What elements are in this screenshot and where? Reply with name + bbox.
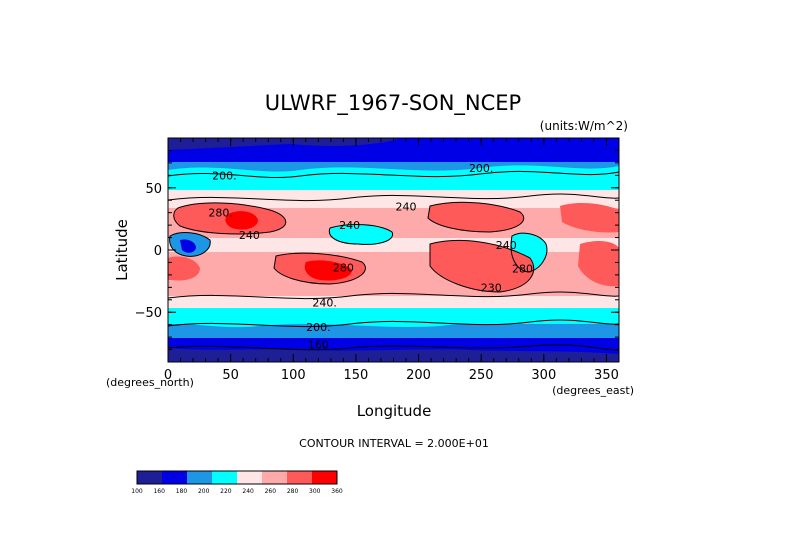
contour-label: 200. — [212, 169, 237, 182]
contour-line-africa-cloud — [169, 232, 211, 257]
contour-label: 240 — [239, 229, 260, 242]
colorbar-frame — [136, 470, 338, 485]
south-atlantic-warm — [578, 241, 619, 287]
x-tick-label: 350 — [594, 368, 619, 383]
x-tick-label: 150 — [344, 368, 369, 383]
indonesia-cold-cloud — [329, 224, 393, 245]
atlantic-north-warm — [560, 203, 619, 233]
colorbar-tick-label: 360 — [331, 488, 343, 495]
colorbar-swatch — [187, 471, 212, 484]
colorbar-tick-label: 300 — [309, 488, 321, 495]
x-tick-label: 0 — [164, 368, 172, 383]
x-tick-label: 100 — [281, 368, 306, 383]
contour-label: 230 — [481, 281, 502, 294]
contour-label: 280 — [333, 261, 354, 274]
chart-title: ULWRF_1967-SON_NCEP — [265, 91, 521, 116]
y-axis: 50 0 −50 — [135, 182, 619, 321]
x-tick-label: 200 — [406, 368, 431, 383]
contour-line-280-australia — [273, 252, 366, 285]
x-tick-label: 300 — [531, 368, 556, 383]
x-tick-label: 50 — [222, 368, 239, 383]
contour-label: 240 — [339, 219, 360, 232]
contour-line-200-north — [168, 170, 619, 179]
north-cool-wave — [168, 165, 619, 188]
colorbar: 100 160 180 200 220 240 260 280 300 360 — [131, 470, 343, 495]
contour-label: 160 — [308, 339, 329, 352]
colorbar-swatch — [162, 471, 187, 484]
colorbar-swatch — [287, 471, 312, 484]
units-label: (units:W/m^2) — [540, 119, 628, 133]
contour-label: 240. — [312, 296, 337, 309]
colorbar-tick-label: 180 — [176, 488, 188, 495]
colorbar-tick-label: 160 — [153, 488, 165, 495]
colorbar-swatch — [137, 471, 162, 484]
contour-line-240-south — [168, 291, 619, 300]
contour-line-240-north — [168, 193, 619, 202]
contour-label: 280. — [208, 207, 233, 220]
colorbar-tick-label: 220 — [220, 488, 232, 495]
contour-line-280-sahara — [173, 202, 287, 235]
band-equator — [168, 238, 619, 252]
colorbar-swatch — [312, 471, 337, 484]
contour-label: 240 — [396, 200, 417, 213]
contour-labels: 200. 200. 280. 240 240 240 240 280 280 240. 230 200… — [208, 162, 533, 352]
x-tick-label: 250 — [469, 368, 494, 383]
contour-line-160-south — [168, 344, 619, 351]
contour-label: 200. — [306, 321, 331, 334]
band-south-subtropic — [168, 252, 619, 296]
y-unit-label: (degrees_north) — [106, 376, 194, 389]
arctic-deep-patch — [168, 138, 400, 150]
sahara-max — [225, 211, 258, 230]
band-south-cold — [168, 324, 619, 338]
colorbar-tick-label: 260 — [265, 488, 277, 495]
colorbar-swatch — [262, 471, 287, 484]
contour-line-indonesia — [328, 224, 394, 245]
colorbar-tick-label: 240 — [242, 488, 254, 495]
y-tick-label: 50 — [145, 182, 162, 197]
colorbar-swatch — [212, 471, 237, 484]
x-axis: 0 50 100 150 200 250 300 350 — [164, 138, 619, 383]
contour-line-280-south-pacific — [429, 239, 535, 293]
contour-label: 280 — [512, 263, 533, 276]
contour-line-280-pacific-north — [427, 201, 525, 233]
y-tick-label: −50 — [135, 306, 162, 321]
australia-max — [304, 260, 352, 281]
contour-label: 200. — [469, 162, 494, 175]
pacific-north-warm — [428, 202, 524, 232]
south-cool-wave — [168, 309, 619, 328]
y-axis-label: Latitude — [113, 219, 131, 281]
x-unit-label: (degrees_east) — [552, 384, 634, 397]
band-north-mild — [168, 190, 619, 208]
contour-line-amazon — [510, 232, 548, 273]
contour-interval-label: CONTOUR INTERVAL = 2.000E+01 — [299, 437, 489, 450]
contour-line-200-south — [168, 319, 619, 328]
contour-lines — [168, 170, 619, 351]
contour-label: 240 — [496, 239, 517, 252]
colorbar-swatch — [237, 471, 262, 484]
colorbar-tick-label: 100 — [131, 488, 143, 495]
y-tick-label: 0 — [154, 244, 162, 259]
south-pacific-warm — [430, 240, 534, 292]
south-africa-warm — [168, 256, 200, 281]
band-south-mild — [168, 296, 619, 308]
africa-equator-core — [180, 239, 196, 253]
colorbar-tick-label: 280 — [287, 488, 299, 495]
colorbar-tick-label: 200 — [198, 488, 210, 495]
x-axis-label: Longitude — [357, 402, 432, 420]
